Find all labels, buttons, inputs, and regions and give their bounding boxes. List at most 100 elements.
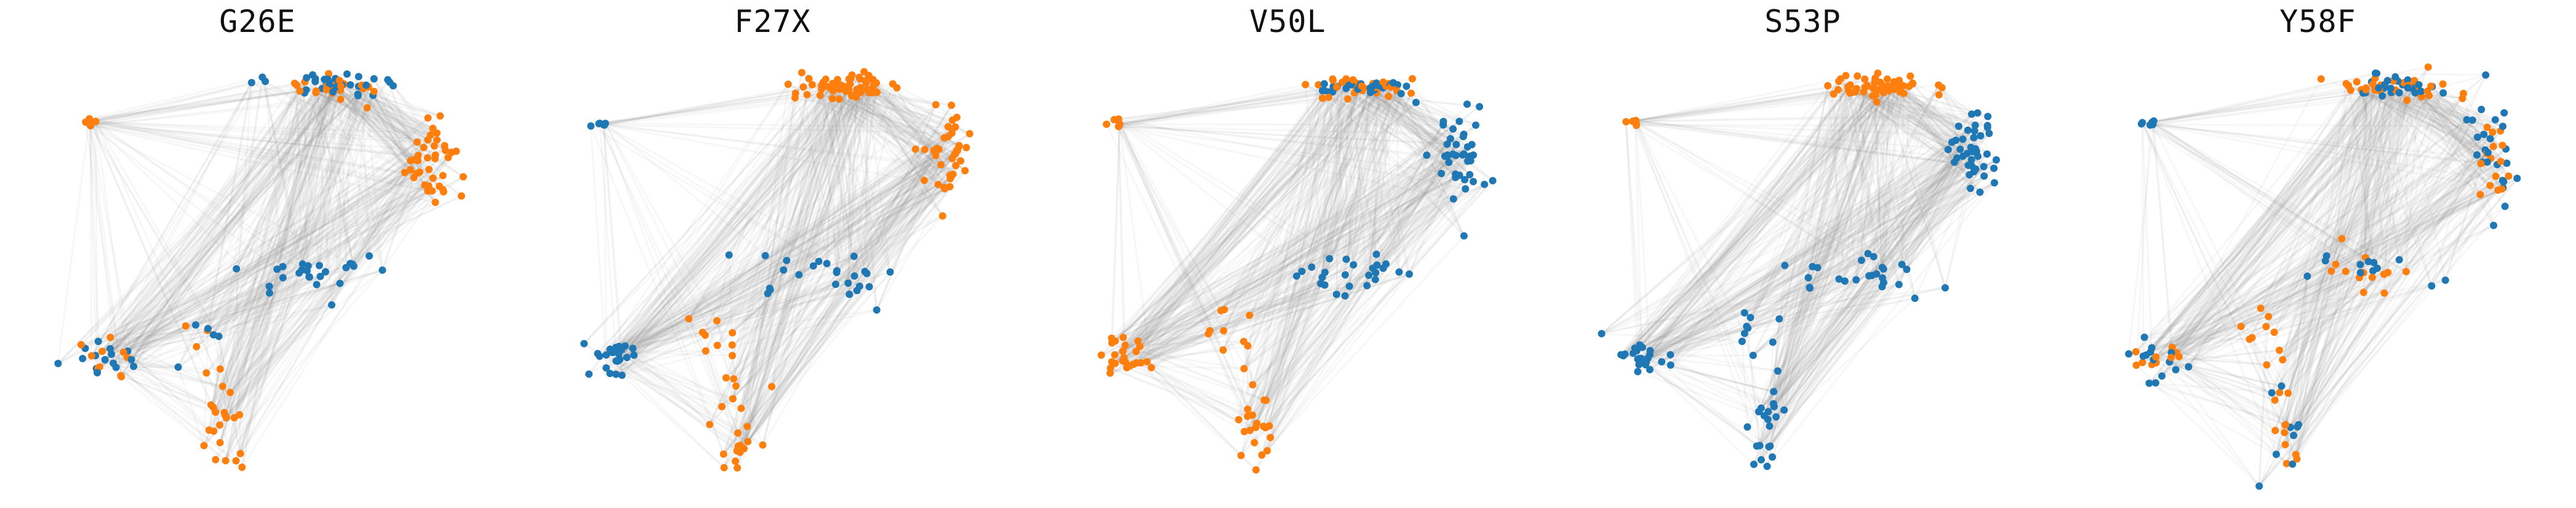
panel-plot: [580, 68, 974, 472]
edge: [2371, 161, 2484, 279]
edge: [615, 82, 834, 348]
edge: [1140, 273, 1410, 364]
edge: [105, 359, 207, 374]
edge: [316, 90, 418, 143]
data-point: [2391, 73, 2399, 81]
edge: [1249, 87, 1371, 431]
edge: [1882, 156, 1979, 284]
edge: [1875, 90, 1885, 274]
edge: [2169, 361, 2260, 487]
data-point: [336, 279, 344, 287]
edge: [1135, 351, 1257, 471]
edge: [1243, 85, 1363, 369]
edge: [1113, 119, 1222, 311]
edge: [764, 85, 849, 256]
edge: [111, 157, 428, 355]
edge: [2362, 92, 2486, 151]
edge: [1220, 82, 1358, 311]
edge: [1247, 83, 1374, 410]
edge: [739, 174, 951, 453]
data-point: [1977, 132, 1985, 140]
edge: [1118, 88, 1358, 128]
data-point: [2151, 379, 2159, 387]
edge: [1867, 181, 1995, 255]
edge: [1265, 272, 1326, 428]
edge: [1135, 79, 1354, 352]
edge: [207, 185, 440, 331]
data-point: [1246, 426, 1254, 434]
edge: [721, 104, 937, 408]
edge: [626, 129, 953, 359]
edge: [115, 84, 330, 368]
edge: [1398, 188, 1466, 273]
panel-title: V50L: [1249, 4, 1326, 39]
edge: [1366, 96, 1390, 286]
data-point: [766, 285, 774, 293]
edge: [120, 84, 351, 376]
edge: [1222, 160, 1469, 351]
data-point: [1129, 360, 1137, 368]
edge: [1253, 88, 1347, 443]
edge: [2148, 126, 2488, 384]
edge: [2292, 276, 2308, 436]
edge: [1133, 153, 1465, 365]
edge: [688, 89, 858, 320]
edge: [826, 89, 836, 264]
edge: [1238, 283, 1322, 421]
edge: [1366, 85, 1380, 286]
edge: [2176, 131, 2494, 354]
edge: [1114, 82, 1394, 342]
edge: [1881, 90, 1890, 268]
edge: [298, 90, 321, 266]
edge: [2372, 82, 2385, 274]
edge: [1119, 91, 1329, 125]
edge: [2135, 194, 2481, 367]
edge: [2292, 133, 2485, 436]
edge: [618, 275, 855, 355]
edge: [241, 145, 446, 468]
edge: [618, 126, 956, 362]
data-point: [1621, 350, 1629, 358]
edge: [869, 89, 942, 165]
edge: [225, 80, 339, 461]
edge: [732, 132, 953, 334]
edge: [2273, 162, 2508, 333]
edge: [1646, 361, 1773, 458]
edge: [95, 121, 226, 416]
data-point: [951, 150, 959, 158]
edge: [1101, 183, 1485, 356]
edge: [864, 148, 938, 272]
edge: [218, 117, 429, 337]
data-point: [1385, 92, 1393, 100]
edge: [615, 135, 949, 362]
edge: [626, 255, 855, 359]
panel-title: G26E: [219, 4, 296, 39]
edge: [619, 135, 949, 360]
edge: [2178, 291, 2364, 358]
edge: [96, 77, 337, 373]
edge: [2170, 356, 2298, 428]
data-point: [1253, 419, 1261, 427]
edge: [2414, 86, 2499, 191]
edge: [90, 124, 449, 159]
edge: [1329, 146, 1468, 260]
data-point: [845, 75, 853, 83]
edge: [239, 139, 429, 454]
data-point: [322, 85, 330, 93]
edge: [2286, 125, 2504, 464]
edge: [1311, 174, 1460, 268]
edge: [868, 126, 956, 287]
edge: [121, 346, 197, 378]
edge: [2265, 95, 2430, 327]
edge: [847, 86, 946, 189]
data-point: [2362, 84, 2370, 92]
edge: [2284, 262, 2375, 426]
edge: [619, 282, 849, 361]
edge: [1889, 87, 1988, 155]
edge: [222, 81, 316, 387]
edge: [233, 272, 300, 418]
edge: [1772, 161, 1956, 405]
edge: [1135, 84, 1349, 352]
edge: [769, 94, 809, 290]
edge: [1270, 144, 1457, 439]
